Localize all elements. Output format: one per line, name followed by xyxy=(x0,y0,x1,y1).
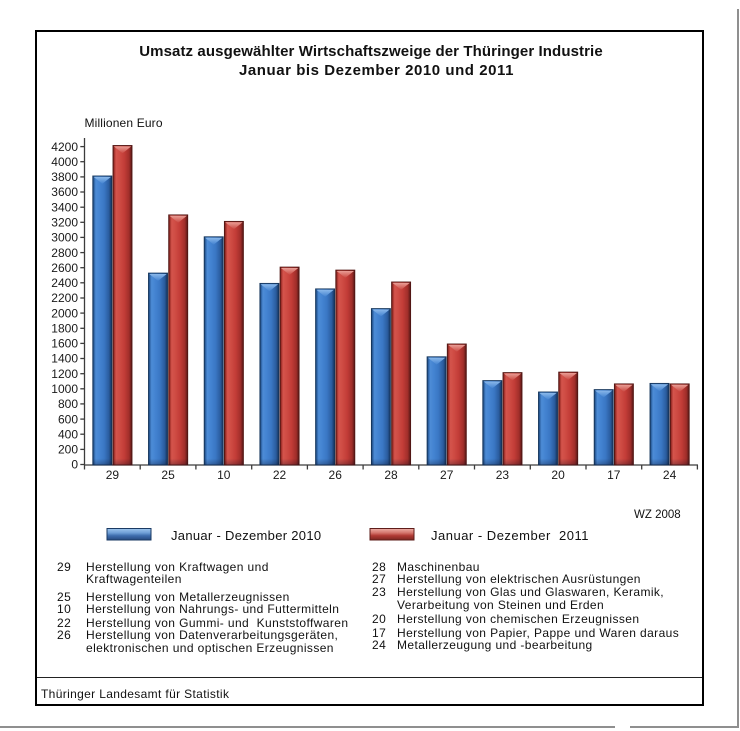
svg-text:2000: 2000 xyxy=(51,306,78,320)
svg-text:2400: 2400 xyxy=(51,276,78,290)
svg-text:20: 20 xyxy=(551,468,565,482)
svg-text:24: 24 xyxy=(663,468,677,482)
svg-text:0: 0 xyxy=(71,458,78,472)
svg-text:4000: 4000 xyxy=(51,155,78,169)
svg-text:1400: 1400 xyxy=(51,352,78,366)
svg-text:200: 200 xyxy=(58,443,78,457)
svg-text:4200: 4200 xyxy=(51,140,78,154)
svg-text:28: 28 xyxy=(384,468,398,482)
svg-text:2600: 2600 xyxy=(51,261,78,275)
svg-text:1000: 1000 xyxy=(51,382,78,396)
svg-text:29: 29 xyxy=(106,468,120,482)
svg-text:27: 27 xyxy=(440,468,454,482)
svg-text:400: 400 xyxy=(58,427,78,441)
svg-text:22: 22 xyxy=(273,468,287,482)
svg-text:3600: 3600 xyxy=(51,185,78,199)
svg-text:3200: 3200 xyxy=(51,216,78,230)
svg-text:600: 600 xyxy=(58,412,78,426)
svg-text:3000: 3000 xyxy=(51,231,78,245)
svg-text:10: 10 xyxy=(217,468,231,482)
svg-text:1800: 1800 xyxy=(51,322,78,336)
svg-text:3400: 3400 xyxy=(51,200,78,214)
svg-text:1600: 1600 xyxy=(51,337,78,351)
svg-text:1200: 1200 xyxy=(51,367,78,381)
svg-text:2800: 2800 xyxy=(51,246,78,260)
svg-text:3800: 3800 xyxy=(51,170,78,184)
svg-text:23: 23 xyxy=(496,468,510,482)
svg-text:2200: 2200 xyxy=(51,291,78,305)
svg-text:800: 800 xyxy=(58,397,78,411)
svg-text:26: 26 xyxy=(329,468,343,482)
svg-text:17: 17 xyxy=(607,468,621,482)
svg-text:25: 25 xyxy=(161,468,175,482)
